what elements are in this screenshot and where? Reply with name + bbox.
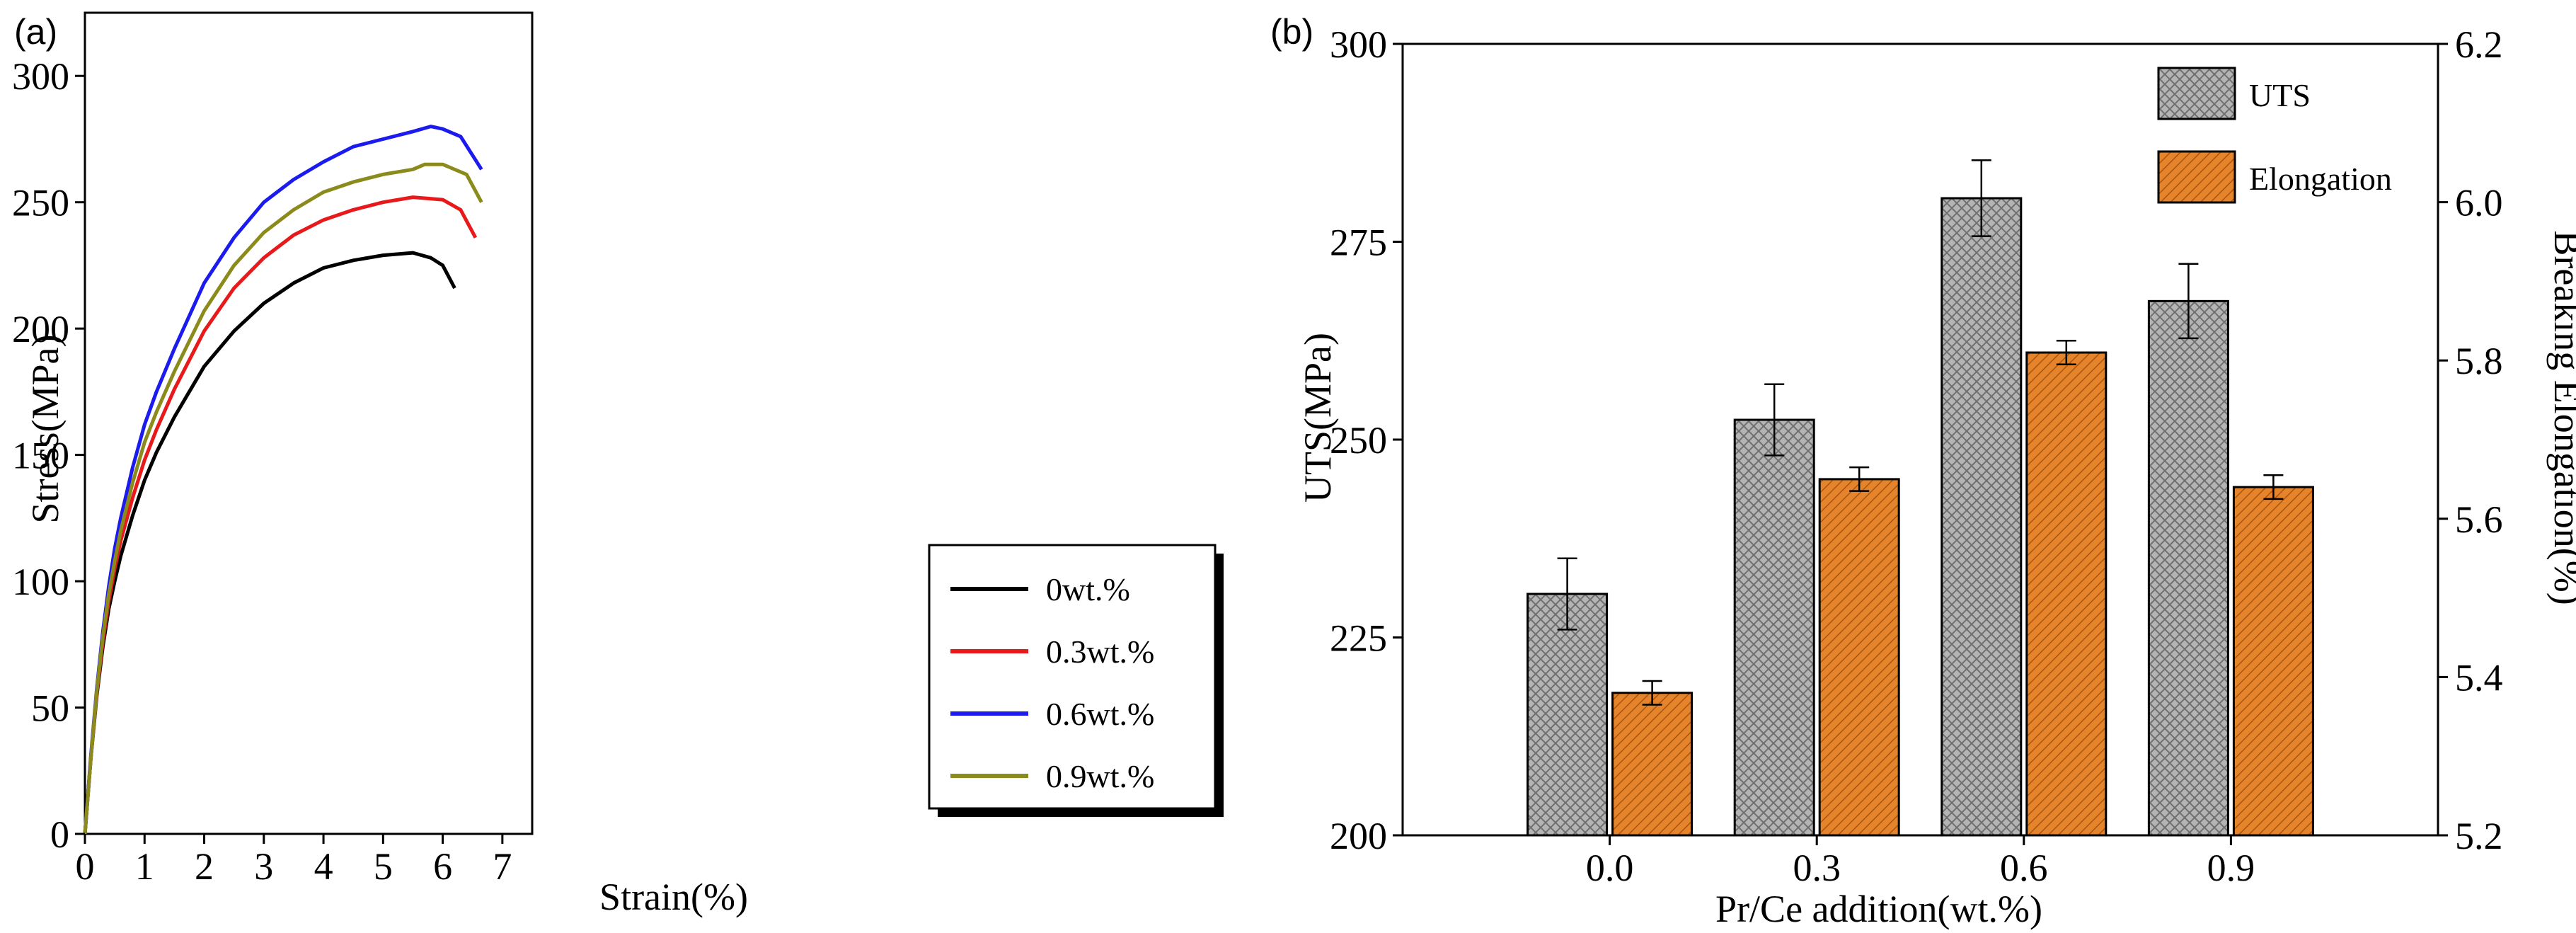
panel-b-y2-axis-label: Breaking Elongation(%) (2546, 230, 2576, 605)
panel-a-x-tick-label: 6 (433, 845, 452, 888)
panel-b-y2-tick-label: 5.6 (2455, 498, 2503, 541)
panel-b-y2-tick-label: 5.2 (2455, 815, 2503, 857)
panel-b-axes: 0.0 0.3 0.6 0.9 200 225 250 275 300 5.2 5.4 5.6 5.8 6… (1330, 23, 2503, 889)
panel-a-x-tick-label: 2 (195, 845, 214, 888)
panel-a-y-tick-label: 300 (12, 55, 69, 98)
panel-a-x-tick-label: 5 (374, 845, 393, 888)
panel-a-series-line-0 (83, 251, 456, 835)
panel-a-x-tick-label: 1 (135, 845, 154, 888)
panel-b-uts-elongation-chart: (b) 0.0 0.3 0.6 0.9 200 225 250 275 300 5.2 5.4 5.6… (1270, 12, 2576, 930)
panel-a-y-tick-label: 50 (31, 687, 69, 730)
panel-b-legend: UTS Elongation (2157, 67, 2392, 204)
panel-b-bar-elongation (2232, 486, 2314, 837)
panel-b-x-axis-label: Pr/Ce addition(wt.%) (1715, 888, 2042, 930)
panel-a-plot-frame (84, 11, 534, 835)
panel-a-legend-label: 0.6wt.% (1046, 696, 1154, 732)
panel-a-x-axis-label: Strain(%) (599, 876, 748, 918)
panel-b-bar-uts (1940, 197, 2023, 837)
panel-b-y2-tick-label: 6.2 (2455, 23, 2503, 66)
panel-a-y-tick-label: 0 (50, 813, 69, 856)
panel-a-series-line-3 (83, 162, 483, 835)
panel-b-x-tick-label: 0.9 (2207, 847, 2255, 889)
panel-b-bar-elongation (1611, 692, 1694, 837)
panel-b-y-axis-label: UTS(MPa) (1296, 333, 1339, 503)
panel-a-label: (a) (14, 12, 57, 52)
panel-b-legend-swatch-elongation (2157, 150, 2236, 204)
panel-b-y-tick-label: 250 (1330, 419, 1387, 462)
panel-a-y-tick-label: 150 (12, 435, 69, 477)
panel-a-x-tick-label: 3 (254, 845, 273, 888)
panel-a-legend-label: 0.3wt.% (1046, 634, 1154, 670)
panel-a-series-lines (83, 125, 483, 835)
panel-a-legend: 0wt.% 0.3wt.% 0.6wt.% 0.9wt.% (928, 544, 1224, 817)
panel-a-legend-label: 0wt.% (1046, 571, 1130, 607)
panel-b-y-tick-label: 200 (1330, 815, 1387, 857)
panel-b-y-tick-label: 275 (1330, 222, 1387, 264)
panel-a-y-axis-label: Stress(MPa) (24, 335, 67, 524)
panel-b-x-tick-label: 0.3 (1793, 847, 1841, 889)
panel-a-x-tick-label: 7 (493, 845, 512, 888)
panel-b-label: (b) (1270, 12, 1313, 52)
panel-b-y-tick-label: 300 (1330, 23, 1387, 66)
panel-b-x-tick-label: 0.6 (2000, 847, 2048, 889)
panel-b-bar-elongation (1818, 478, 1900, 837)
panel-b-y2-tick-label: 6.0 (2455, 182, 2503, 224)
panel-a-x-tick-label: 4 (314, 845, 333, 888)
panel-a-plot-area (84, 11, 534, 835)
panel-b-bar-elongation (2025, 351, 2108, 837)
panel-a-y-tick-label: 200 (12, 308, 69, 350)
panel-a-x-tick-label: 0 (76, 845, 95, 888)
panel-b-bar-uts (1733, 418, 1815, 837)
panel-b-bar-uts (1526, 593, 1609, 837)
panel-a-y-tick-label: 250 (12, 182, 69, 224)
panel-b-bars (1526, 159, 2314, 837)
panel-b-legend-swatch-uts (2157, 67, 2236, 120)
panel-b-x-tick-label: 0.0 (1586, 847, 1634, 889)
panel-b-y2-tick-label: 5.4 (2455, 656, 2503, 699)
panel-b-y-tick-label: 225 (1330, 617, 1387, 660)
panel-b-y2-tick-label: 5.8 (2455, 340, 2503, 382)
panel-b-bar-uts (2147, 299, 2229, 837)
panel-b-legend-label: Elongation (2249, 161, 2392, 197)
panel-a-legend-label: 0.9wt.% (1046, 758, 1154, 794)
panel-b-legend-label: UTS (2249, 77, 2311, 113)
panel-a-y-tick-label: 100 (12, 561, 69, 603)
